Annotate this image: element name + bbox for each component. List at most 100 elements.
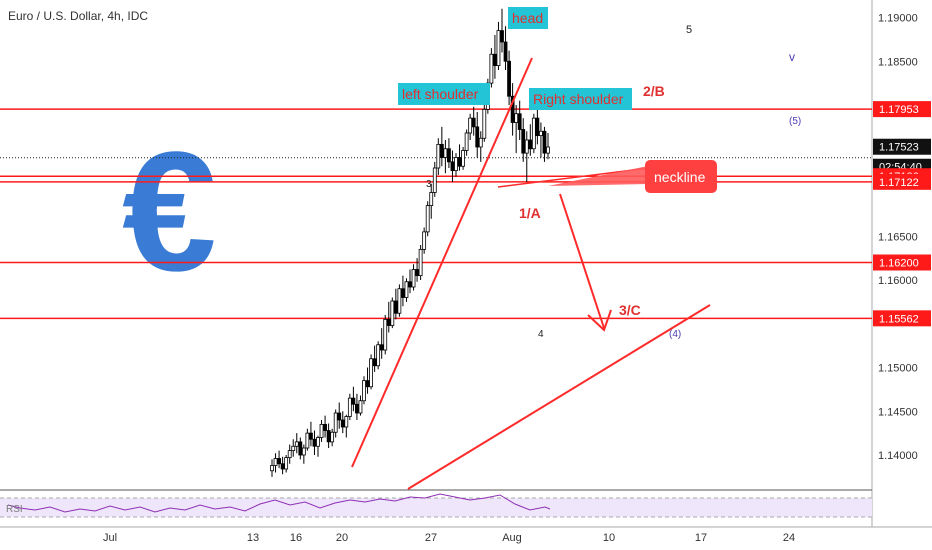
candle-body[interactable]	[524, 139, 529, 154]
projection-arrow-shaft[interactable]	[559, 193, 605, 329]
candle-body[interactable]	[496, 30, 501, 67]
candle-body[interactable]	[500, 30, 504, 43]
candle-body[interactable]	[489, 53, 494, 84]
candle-body[interactable]	[475, 126, 480, 148]
candle-body[interactable]	[397, 288, 402, 314]
candle-body[interactable]	[422, 231, 427, 250]
candle-body[interactable]	[383, 318, 388, 351]
candle-body[interactable]	[337, 412, 342, 421]
candle-body[interactable]	[411, 269, 416, 288]
candle-body[interactable]	[376, 344, 381, 367]
candle-body[interactable]	[379, 344, 384, 351]
candle-body[interactable]	[404, 281, 409, 298]
candle-body[interactable]	[542, 130, 547, 154]
candle-body[interactable]	[340, 419, 345, 428]
price-axis[interactable]: 1.19000 1.18500 1.16500 1.16000 1.15000 1.145…	[873, 13, 931, 463]
time-axis[interactable]: Jul 13 16 20 27 Aug 10 17 24	[103, 532, 795, 544]
candle-body[interactable]	[280, 463, 285, 470]
candle-body[interactable]	[439, 143, 444, 158]
candle-body[interactable]	[365, 380, 370, 388]
candle-body[interactable]	[517, 113, 522, 130]
price-label-box	[873, 138, 931, 155]
candle-body[interactable]	[436, 143, 441, 169]
time-tick-label: 24	[783, 532, 795, 544]
candle-body[interactable]	[386, 318, 391, 326]
candle-body[interactable]	[369, 358, 373, 388]
candle-body[interactable]	[447, 148, 451, 163]
wave-5p-label: (5)	[789, 116, 801, 127]
candle-body[interactable]	[319, 423, 324, 438]
candle-body[interactable]	[443, 148, 448, 158]
candle-body[interactable]	[408, 281, 412, 288]
candle-body[interactable]	[358, 400, 363, 414]
candle-body[interactable]	[461, 150, 465, 167]
candle-body[interactable]	[535, 117, 540, 137]
time-tick-label: 17	[695, 532, 707, 544]
lower-trendline[interactable]	[407, 304, 711, 490]
candle-body[interactable]	[528, 139, 533, 150]
wave-3-label: 3	[426, 179, 432, 190]
candle-body[interactable]	[503, 41, 508, 62]
candle-body[interactable]	[471, 117, 476, 128]
candle-body[interactable]	[482, 108, 487, 139]
candle-body[interactable]	[457, 157, 462, 167]
candle-body[interactable]	[390, 300, 395, 326]
candle-body[interactable]	[291, 445, 296, 452]
candle-body[interactable]	[326, 430, 331, 443]
candle-body[interactable]	[298, 441, 303, 456]
rsi-line[interactable]	[7, 493, 551, 513]
candle-body[interactable]	[425, 205, 430, 233]
candle-body[interactable]	[305, 432, 310, 449]
candle-body[interactable]	[284, 457, 289, 470]
candle-body[interactable]	[355, 403, 359, 414]
candle-body[interactable]	[418, 248, 423, 277]
candle-body[interactable]	[330, 431, 335, 443]
price-label-box	[873, 254, 931, 271]
rising-trendline[interactable]	[351, 57, 533, 468]
candle-body[interactable]	[344, 416, 349, 428]
candle-body[interactable]	[277, 458, 281, 465]
candle-body[interactable]	[323, 423, 327, 431]
candle-body[interactable]	[312, 438, 317, 447]
price-label-box	[873, 173, 931, 190]
candle-body[interactable]	[478, 137, 483, 148]
candle-body[interactable]	[454, 157, 458, 172]
candle-body[interactable]	[393, 300, 398, 314]
time-tick-label: Aug	[502, 532, 522, 544]
price-tick-label: 1.16000	[878, 275, 918, 287]
candle-body[interactable]	[347, 397, 352, 417]
candle-body[interactable]	[294, 441, 299, 447]
candlestick-series[interactable]	[270, 8, 550, 477]
candle-body[interactable]	[372, 358, 377, 367]
candle-body[interactable]	[415, 269, 419, 277]
candle-body[interactable]	[432, 167, 437, 193]
candle-body[interactable]	[401, 288, 405, 298]
price-tick-label: 1.14000	[878, 450, 918, 462]
left-shoulder-label: left shoulder	[402, 86, 479, 102]
candle-body[interactable]	[464, 132, 469, 151]
head-label: head	[512, 10, 543, 26]
candle-body[interactable]	[316, 437, 320, 447]
candle-body[interactable]	[539, 130, 543, 137]
candle-body[interactable]	[333, 412, 338, 433]
candle-body[interactable]	[301, 447, 306, 456]
candle-body[interactable]	[362, 380, 366, 402]
candle-body[interactable]	[273, 458, 278, 466]
candle-body[interactable]	[493, 53, 497, 67]
candle-body[interactable]	[429, 192, 434, 207]
candle-body[interactable]	[468, 117, 473, 134]
candle-body[interactable]	[546, 146, 550, 154]
candle-body[interactable]	[270, 465, 274, 472]
candle-body[interactable]	[531, 117, 536, 150]
candle-body[interactable]	[450, 161, 455, 172]
candle-body[interactable]	[351, 397, 356, 405]
candle-body[interactable]	[309, 432, 313, 440]
candle-body[interactable]	[510, 95, 515, 123]
neckline-callout[interactable]	[645, 160, 717, 193]
candle-body[interactable]	[507, 60, 511, 97]
projection-arrow-head-icon	[587, 309, 612, 332]
candle-body[interactable]	[521, 129, 526, 154]
candle-body[interactable]	[514, 113, 519, 123]
candle-body[interactable]	[287, 450, 292, 459]
